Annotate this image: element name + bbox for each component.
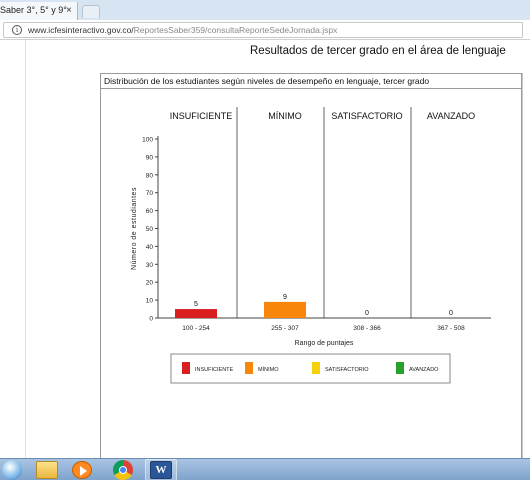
bar-value-label: 9 [283,294,287,301]
address-bar-row: i www.icfesinteractivo.gov.co/ReportesSa… [0,20,530,40]
url-text[interactable]: www.icfesinteractivo.gov.co/ReportesSabe… [28,25,337,35]
x-tick-label: 367 - 508 [437,325,465,332]
chart-panel: Distribución de los estudiantes según ni… [100,73,522,460]
taskbar: W [0,458,530,481]
legend-swatch [245,362,253,374]
file-explorer-icon[interactable] [36,461,58,479]
y-tick-label: 60 [146,208,154,215]
new-tab-button[interactable] [82,5,100,18]
panel-heading: Distribución de los estudiantes según ni… [101,74,521,89]
bar-value-label: 0 [365,310,369,317]
right-panel-edge [522,73,530,460]
legend-label: MÍNIMO [258,366,279,373]
bar-value-label: 0 [449,310,453,317]
legend-swatch [312,362,320,374]
url-host: www.icfesinteractivo.gov.co/ [28,25,134,35]
close-icon[interactable]: × [66,5,72,16]
legend-swatch [182,362,190,374]
start-orb-icon[interactable] [2,460,22,480]
info-icon[interactable]: i [12,25,22,35]
legend-label: AVANZADO [409,367,439,373]
bar-value-label: 5 [194,301,198,308]
chrome-icon[interactable] [113,460,133,480]
y-tick-label: 80 [146,172,154,179]
url-path: ReportesSaber359/consultaReporteSedeJorn… [133,25,338,35]
y-tick-label: 100 [142,137,153,144]
legend-label: INSUFICIENTE [195,367,234,373]
x-tick-label: 308 - 366 [353,325,381,332]
media-player-icon[interactable] [72,461,92,479]
y-axis-label: Número de estudiantes [131,187,138,270]
y-tick-label: 20 [146,280,154,287]
word-icon[interactable]: W [150,461,172,479]
y-tick-label: 90 [146,154,154,161]
y-tick-label: 70 [146,190,154,197]
left-gutter [0,40,26,458]
level-header: INSUFICIENTE [170,111,233,121]
x-tick-label: 100 - 254 [182,325,210,332]
x-tick-label: 255 - 307 [271,325,299,332]
y-tick-label: 30 [146,262,154,269]
page-title: Resultados de tercer grado en el área de… [250,45,506,57]
level-header: AVANZADO [427,111,475,121]
bar [175,309,217,318]
browser-tab-title: Saber 3°, 5° y 9° [0,5,67,15]
bar [264,301,306,318]
address-bar[interactable]: i www.icfesinteractivo.gov.co/ReportesSa… [3,22,523,38]
y-tick-label: 40 [146,244,154,251]
y-tick-label: 50 [146,226,154,233]
level-header: SATISFACTORIO [331,111,402,121]
y-tick-label: 10 [146,298,154,305]
legend-label: SATISFACTORIO [325,367,369,373]
x-axis-label: Rango de puntajes [295,340,354,347]
level-header: MÍNIMO [268,111,302,121]
browser-tab-strip: Saber 3°, 5° y 9° × [0,0,530,20]
y-tick-label: 0 [149,316,153,323]
legend-swatch [396,362,404,374]
browser-tab[interactable]: Saber 3°, 5° y 9° × [0,2,78,20]
